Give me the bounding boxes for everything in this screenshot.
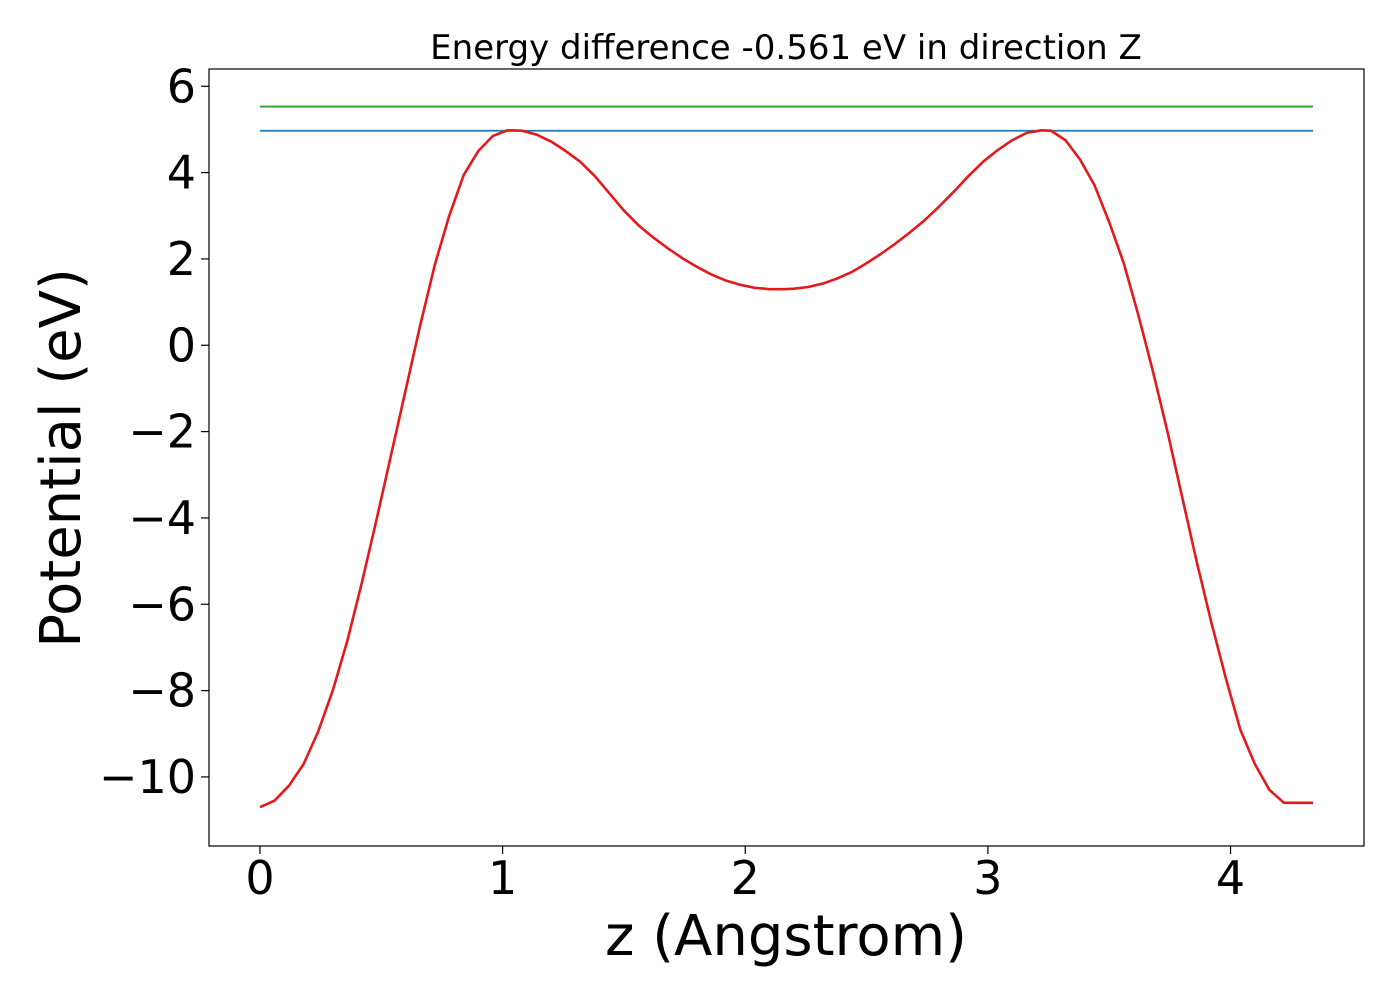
y-tick-label: −2 xyxy=(128,405,196,459)
y-tick-label: −6 xyxy=(128,577,196,631)
y-tick-label: 2 xyxy=(167,232,196,286)
y-axis-ticks: −10 −8 −6 −4 −2 0 2 4 6 xyxy=(99,59,209,804)
x-tick-label: 3 xyxy=(973,851,1002,905)
series-layer xyxy=(259,105,1314,809)
plot-area-frame xyxy=(208,68,1365,847)
x-tick-label: 2 xyxy=(731,851,760,905)
y-axis-label: Potential (eV) xyxy=(29,268,94,648)
y-tick-label: 6 xyxy=(167,59,196,113)
y-tick-label: −10 xyxy=(99,750,196,804)
x-axis-label: z (Angstrom) xyxy=(605,904,967,969)
y-tick-label: −4 xyxy=(128,491,196,545)
y-tick-label: −8 xyxy=(128,664,196,718)
x-tick-label: 0 xyxy=(245,851,274,905)
series-line-3 xyxy=(259,129,1314,809)
x-tick-label: 4 xyxy=(1216,851,1245,905)
x-tick-label: 1 xyxy=(488,851,517,905)
y-tick-label: 0 xyxy=(167,318,196,372)
x-axis-ticks: 0 1 2 3 4 xyxy=(245,846,1245,905)
chart-title: Energy difference -0.561 eV in direction… xyxy=(430,28,1142,68)
y-tick-label: 4 xyxy=(167,146,196,200)
